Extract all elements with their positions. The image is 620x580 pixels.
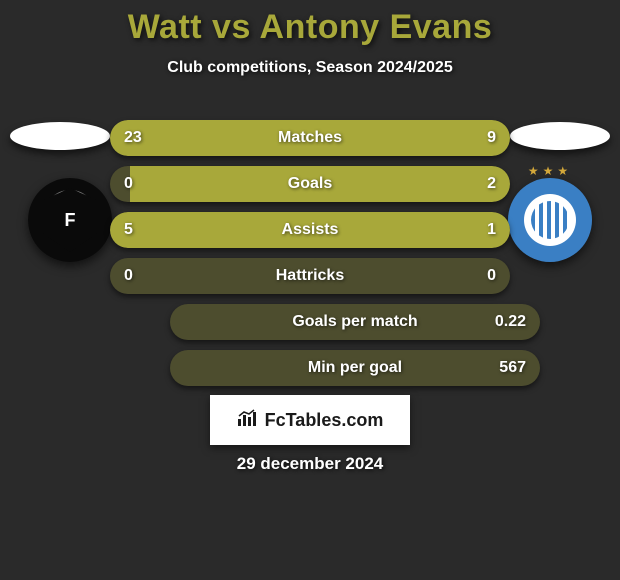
club-badge-right: ★★★ <box>508 178 592 262</box>
stat-value-right: 2 <box>487 166 496 202</box>
stat-label: Hattricks <box>110 258 510 294</box>
stat-row: Matches23 9 <box>110 120 510 156</box>
stat-value-right: 1 <box>487 212 496 248</box>
stat-value-left: 0 <box>124 166 133 202</box>
stat-label: Matches <box>110 120 510 156</box>
stat-value-left: 23 <box>124 120 142 156</box>
watermark-badge: FcTables.com <box>210 395 410 445</box>
stat-row: Goals per match0.22 <box>170 304 540 340</box>
player-right-photo-placeholder <box>510 122 610 150</box>
stat-label: Assists <box>110 212 510 248</box>
stat-row: Min per goal567 <box>170 350 540 386</box>
stat-label: Goals <box>110 166 510 202</box>
stat-value-right: 9 <box>487 120 496 156</box>
comparison-title: Watt vs Antony Evans <box>0 0 620 47</box>
stat-value-left: 5 <box>124 212 133 248</box>
stat-value-left: 0 <box>124 258 133 294</box>
club-badge-left: F <box>28 178 112 262</box>
stat-row: Assists5 1 <box>110 212 510 248</box>
stat-label: Goals per match <box>170 304 540 340</box>
club-badge-right-stripes <box>531 201 569 239</box>
stat-row: Goals0 2 <box>110 166 510 202</box>
club-badge-right-inner <box>524 194 576 246</box>
comparison-date: 29 december 2024 <box>0 454 620 474</box>
club-badge-left-shield: F <box>42 188 98 252</box>
player-left-photo-placeholder <box>10 122 110 150</box>
stat-value-right: 567 <box>499 350 526 386</box>
stat-label: Min per goal <box>170 350 540 386</box>
watermark-text: FcTables.com <box>265 410 384 431</box>
stat-value-right: 0.22 <box>495 304 526 340</box>
stat-row: Hattricks0 0 <box>110 258 510 294</box>
chart-icon <box>237 409 259 432</box>
comparison-subtitle: Club competitions, Season 2024/2025 <box>0 59 620 77</box>
stats-chart: Matches239Goals02Assists51Hattricks00Goa… <box>110 120 510 396</box>
club-badge-right-stars-icon: ★★★ <box>508 164 592 178</box>
stat-value-right: 0 <box>487 258 496 294</box>
